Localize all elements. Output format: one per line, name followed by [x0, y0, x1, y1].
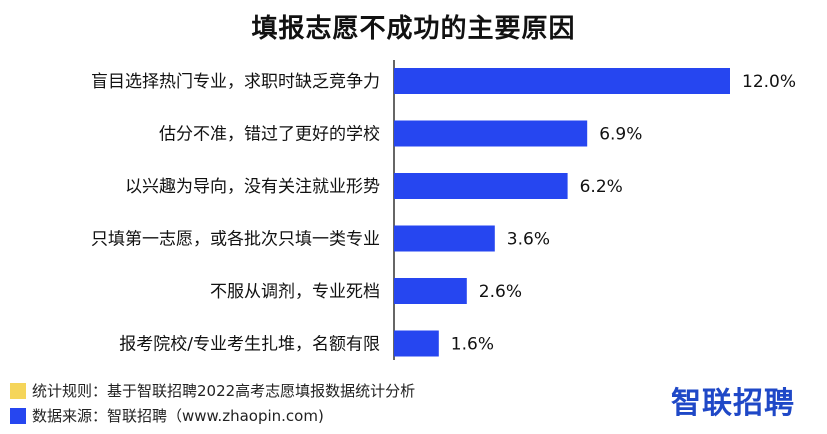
value-label: 3.6% — [507, 230, 550, 250]
category-label: 报考院校/专业考生扎堆，名额有限 — [119, 335, 380, 355]
bar — [394, 330, 439, 357]
footer-source-text: 数据来源：智联招聘（www.zhaopin.com) — [32, 407, 324, 425]
value-label: 6.2% — [580, 177, 623, 197]
yellow-swatch-icon — [10, 382, 26, 399]
brand-logo: 智联招聘 — [671, 386, 795, 421]
footer-source: 数据来源：智联招聘（www.zhaopin.com) — [10, 405, 324, 426]
value-label: 12.0% — [742, 72, 796, 92]
category-label: 不服从调剂，专业死档 — [210, 282, 380, 302]
bar — [394, 278, 467, 304]
bar — [394, 68, 730, 94]
bar — [394, 120, 588, 147]
value-label: 2.6% — [479, 282, 522, 302]
value-label: 6.9% — [599, 125, 642, 145]
chart-title: 填报志愿不成功的主要原因 — [251, 14, 576, 44]
value-label: 1.6% — [451, 335, 494, 355]
category-label: 估分不准，错过了更好的学校 — [159, 125, 380, 145]
category-label: 以兴趣为导向，没有关注就业形势 — [125, 177, 380, 197]
bar-chart: 盲目选择热门专业，求职时缺乏竞争力 12.0% 估分不准，错过了更好的学校 6.9% 以… — [91, 60, 796, 360]
category-label: 盲目选择热门专业，求职时缺乏竞争力 — [91, 72, 380, 92]
category-label: 只填第一志愿，或各批次只填一类专业 — [91, 230, 380, 250]
bar — [394, 225, 495, 252]
footer-rule: 统计规则：基于智联招聘2022高考志愿填报数据统计分析 — [10, 380, 415, 401]
blue-swatch-icon — [10, 407, 26, 424]
footer-rule-text: 统计规则：基于智联招聘2022高考志愿填报数据统计分析 — [32, 382, 416, 400]
bar — [394, 173, 568, 199]
